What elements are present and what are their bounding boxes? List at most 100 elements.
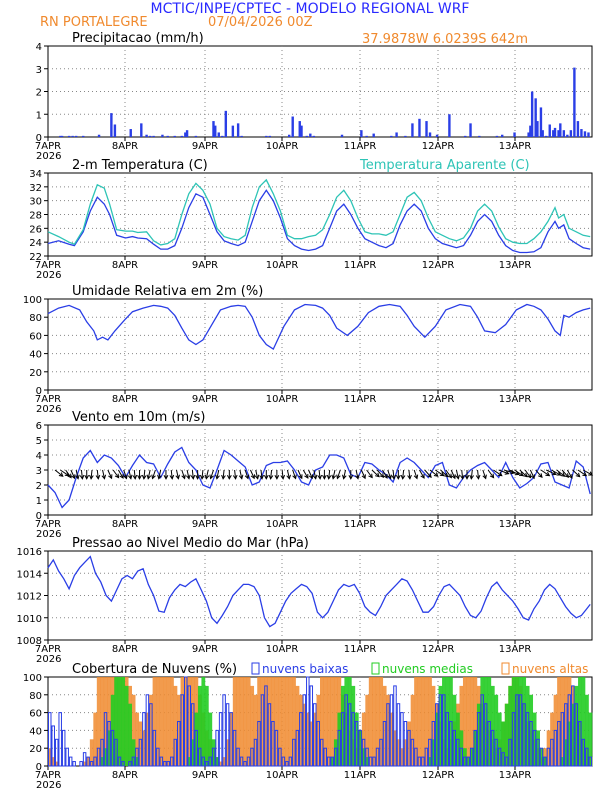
cloud-high-bar — [302, 703, 307, 766]
cloud-low-bar — [117, 756, 122, 767]
cloud-high-bar — [51, 757, 56, 766]
wind-arrow — [128, 469, 132, 479]
cloud-low-bar — [285, 761, 289, 767]
wind-arrow-head — [204, 474, 210, 480]
wind-arrow — [281, 469, 284, 479]
cloud-low-bar — [93, 756, 97, 767]
cloud-mid-bar — [525, 685, 530, 766]
wind-arrow — [318, 469, 321, 479]
wind-arrow — [577, 469, 587, 477]
precip-bar — [580, 129, 583, 137]
cloud-mid-bar — [504, 703, 509, 766]
x-tick-label: 9APR — [192, 394, 218, 405]
wind-arrow-head — [215, 474, 220, 480]
cloud-high-bar — [459, 685, 464, 766]
cloud-high-bar — [323, 677, 328, 766]
cloud-mid-bar — [539, 748, 544, 766]
precip-bar — [82, 135, 85, 137]
cloud-low-bar — [459, 747, 463, 767]
panel-title: Precipitacao (mm/h) — [72, 31, 204, 46]
wind-arrow-head — [551, 470, 557, 476]
cloud-low-bar — [386, 703, 390, 767]
cloud-low-bar — [536, 738, 540, 767]
wind-arrow-head — [530, 474, 535, 480]
cloud-low-bar — [546, 747, 551, 767]
cloud-low-bar — [218, 712, 223, 767]
cloud-high-bar — [379, 677, 384, 766]
cloud-mid-bar — [107, 730, 112, 766]
cloud-low-bar — [389, 694, 394, 767]
wind-arrow — [561, 469, 569, 478]
legend-label: nuvens altas — [512, 662, 588, 676]
cloud-mid-bar — [442, 677, 446, 766]
wind-arrow — [260, 469, 263, 479]
cloud-low-bar — [400, 712, 404, 767]
cloud-low-bar — [271, 721, 275, 767]
panel-6: 7APR 8APR 9APR 10APR 11APR 12APR 13APR 2026 0 20 4… — [23, 662, 593, 791]
cloud-high-bar — [403, 739, 408, 766]
wind-arrow-head — [175, 474, 180, 480]
precip-bar — [300, 125, 303, 137]
cloud-high-bar — [473, 677, 478, 766]
cloud-low-bar — [361, 738, 366, 767]
precip-bar — [501, 134, 504, 137]
cloud-low-bar — [103, 712, 108, 767]
chart-title: MCTIC/INPE/CPTEC - MODELO REGIONAL WRF — [151, 1, 470, 17]
wind-arrow-head — [383, 473, 388, 479]
wind-arrow-head — [274, 475, 280, 480]
y-tick-label: 2 — [36, 88, 42, 99]
series-line — [47, 303, 591, 351]
wind-arrow-head — [244, 474, 250, 480]
y-tick-label: 80 — [29, 691, 42, 702]
cloud-low-bar — [260, 694, 265, 767]
wind-arrow-head — [588, 471, 594, 476]
precip-bar — [464, 135, 467, 137]
cloud-mid-bar — [497, 712, 502, 766]
wind-arrow-head — [95, 474, 101, 480]
y-tick-label: 5 — [36, 436, 42, 447]
cloud-mid-bar — [532, 712, 537, 766]
precip-bar — [548, 124, 551, 137]
precip-bar — [184, 132, 187, 137]
wind-arrow — [60, 469, 70, 477]
x-tick-label: 9APR — [192, 770, 218, 781]
cloud-low-bar — [316, 721, 320, 767]
x-year-label: 2026 — [36, 270, 61, 281]
cloud-low-bar — [532, 729, 537, 767]
precip-bar — [395, 132, 398, 137]
y-tick-label: 28 — [29, 211, 42, 222]
wind-arrow-head — [137, 475, 142, 480]
wind-arrow — [54, 469, 64, 477]
cloud-low-bar — [51, 725, 55, 767]
wind-arrow-head — [355, 474, 360, 480]
wind-arrow — [297, 469, 303, 479]
cloud-mid-bar — [114, 677, 119, 766]
panel-title: Pressao ao Nivel Medio do Mar (hPa) — [72, 536, 309, 551]
cloud-mid-bar — [211, 739, 216, 766]
x-year-label: 2026 — [36, 780, 61, 791]
x-tick-label: 12APR — [422, 394, 455, 405]
legend-swatch — [501, 662, 510, 675]
cloud-low-bar — [438, 694, 443, 767]
cloud-low-bar — [424, 747, 429, 767]
wind-arrow — [186, 469, 190, 479]
precip-bar — [527, 132, 530, 137]
x-tick-label: 10APR — [266, 141, 299, 152]
wind-arrow-head — [317, 474, 323, 480]
cloud-low-bar — [197, 747, 202, 767]
x-tick-label: 9APR — [192, 519, 218, 530]
cloud-low-bar — [414, 747, 418, 767]
precip-bar — [185, 130, 189, 137]
wind-arrow-head — [504, 470, 510, 475]
y-tick-label: 1010 — [17, 614, 42, 625]
precip-bar — [583, 131, 587, 137]
precip-bar — [180, 135, 183, 137]
cloud-mid-bar — [197, 685, 202, 766]
x-tick-label: 12APR — [422, 519, 455, 530]
precip-bar — [214, 125, 217, 137]
cloud-high-bar — [414, 677, 418, 766]
cloud-mid-bar — [522, 677, 527, 766]
cloud-low-bar — [379, 738, 383, 767]
cloud-low-bar — [456, 738, 460, 767]
cloud-mid-bar — [190, 739, 195, 766]
